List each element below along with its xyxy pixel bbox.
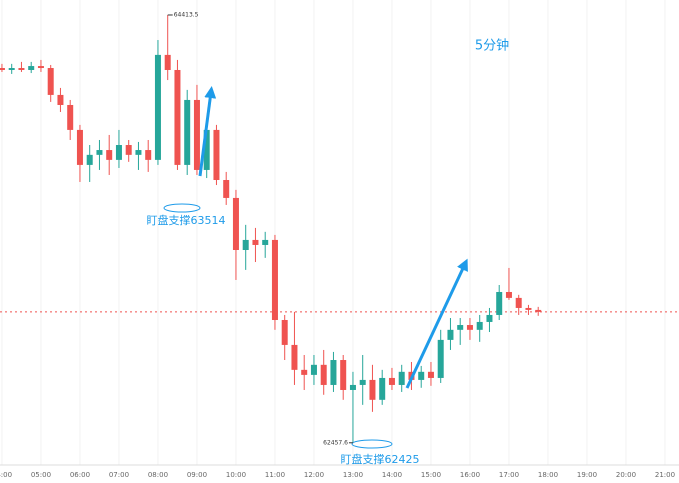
candle-body bbox=[457, 325, 464, 330]
candle-body bbox=[242, 239, 249, 250]
x-tick-label: 07:00 bbox=[109, 471, 129, 479]
candle-body bbox=[310, 364, 317, 375]
candle-body bbox=[223, 180, 230, 198]
candle-body bbox=[67, 104, 74, 130]
x-tick-label: 18:00 bbox=[538, 471, 558, 479]
x-tick-label: 10:00 bbox=[226, 471, 246, 479]
x-tick-label: 15:00 bbox=[421, 471, 441, 479]
support-ellipse bbox=[351, 439, 393, 449]
candle-body bbox=[466, 325, 473, 330]
candle-body bbox=[115, 145, 122, 160]
candle-body bbox=[525, 307, 532, 310]
x-tick-label: 04:00 bbox=[0, 471, 12, 479]
chart-title: 5分钟 bbox=[475, 38, 509, 54]
candle-body bbox=[174, 69, 181, 165]
candle-body bbox=[145, 150, 152, 160]
candle-body bbox=[125, 145, 132, 155]
x-tick-label: 06:00 bbox=[70, 471, 90, 479]
candle-body bbox=[437, 339, 444, 378]
candle-body bbox=[47, 68, 54, 95]
annotation: 盯盘支撑63514 bbox=[147, 213, 226, 227]
x-tick-label: 21:00 bbox=[655, 471, 675, 479]
candle-body bbox=[427, 371, 434, 378]
candle-body bbox=[486, 314, 493, 322]
candle-body bbox=[369, 379, 376, 400]
x-tick-label: 05:00 bbox=[31, 471, 51, 479]
x-tick-label: 20:00 bbox=[616, 471, 636, 479]
arrow bbox=[198, 86, 217, 177]
candle-body bbox=[252, 239, 259, 245]
candle-body bbox=[57, 94, 64, 105]
candle-body bbox=[76, 129, 83, 165]
candle-body bbox=[418, 371, 425, 380]
candle-body bbox=[271, 239, 278, 320]
candle-body bbox=[281, 319, 288, 345]
x-tick-label: 08:00 bbox=[148, 471, 168, 479]
x-tick-label: 11:00 bbox=[265, 471, 285, 479]
x-tick-label: 14:00 bbox=[382, 471, 402, 479]
candle-body bbox=[106, 150, 113, 160]
candle-body bbox=[447, 329, 454, 340]
candle-body bbox=[135, 150, 142, 155]
candle-body bbox=[184, 99, 191, 165]
candle-body bbox=[505, 291, 512, 298]
x-tick-label: 09:00 bbox=[187, 471, 207, 479]
candle-body bbox=[96, 150, 103, 155]
candle-body bbox=[476, 321, 483, 330]
candle-body bbox=[203, 129, 210, 170]
x-tick-label: 17:00 bbox=[499, 471, 519, 479]
candle-body bbox=[379, 377, 386, 400]
candle-body bbox=[213, 129, 220, 181]
candle-body bbox=[0, 68, 5, 70]
candle-body bbox=[359, 379, 366, 385]
candle-body bbox=[349, 384, 356, 390]
candle-body bbox=[8, 68, 15, 70]
x-tick-label: 12:00 bbox=[304, 471, 324, 479]
candle-body bbox=[388, 377, 395, 385]
candle-body bbox=[154, 54, 161, 160]
high-label: 64413.5 bbox=[174, 11, 199, 18]
candle-body bbox=[398, 371, 405, 385]
candle-body bbox=[262, 239, 269, 245]
candle-body bbox=[496, 291, 503, 315]
candle-body bbox=[535, 309, 542, 312]
candle-body bbox=[232, 197, 239, 250]
candle-body bbox=[37, 66, 44, 69]
candle-body bbox=[330, 360, 337, 385]
x-tick-label: 19:00 bbox=[577, 471, 597, 479]
candle-body bbox=[320, 364, 327, 385]
annotation: 盯盘支撑62425 bbox=[341, 452, 420, 466]
candle-body bbox=[18, 68, 25, 70]
x-tick-label: 16:00 bbox=[460, 471, 480, 479]
candle-body bbox=[164, 54, 171, 70]
candle-body bbox=[28, 66, 35, 70]
candle-body bbox=[291, 344, 298, 370]
candle-body bbox=[515, 297, 522, 308]
support-ellipse bbox=[163, 203, 201, 213]
arrow bbox=[405, 258, 468, 389]
candle-body bbox=[86, 154, 93, 165]
low-label: 62457.6 bbox=[323, 439, 348, 446]
candle-body bbox=[193, 99, 200, 170]
candle-body bbox=[340, 360, 347, 390]
x-tick-label: 13:00 bbox=[343, 471, 363, 479]
candle-body bbox=[301, 369, 308, 375]
